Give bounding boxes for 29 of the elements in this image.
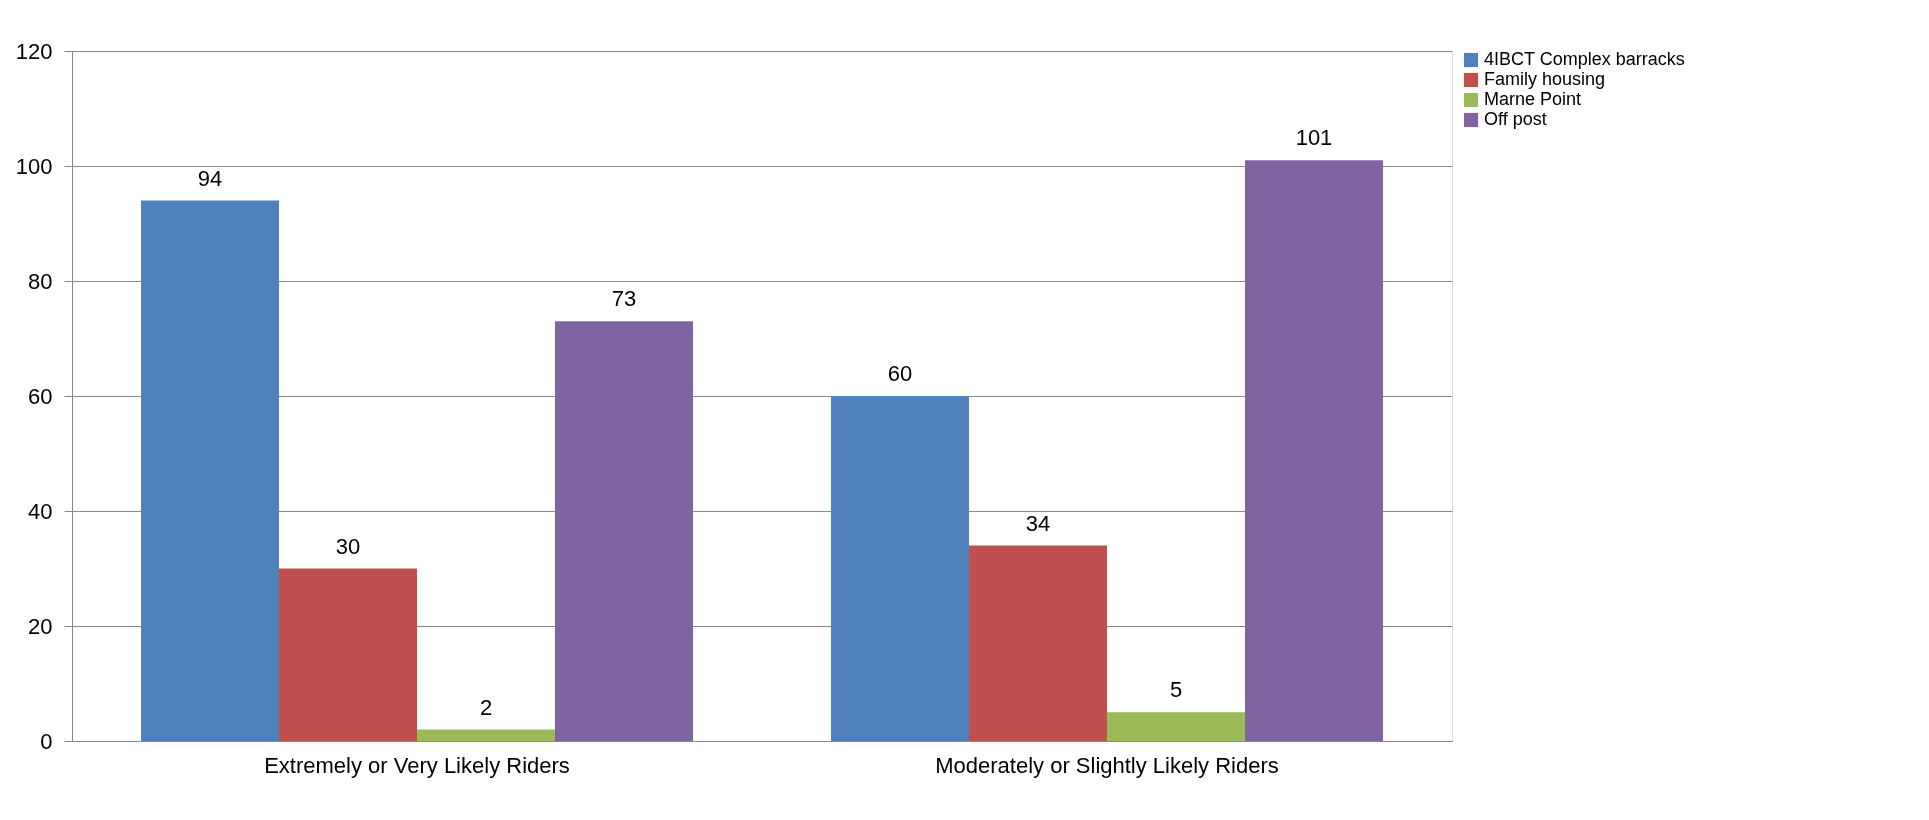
data-label: 60 <box>887 361 913 386</box>
bar <box>969 545 1107 741</box>
data-label: 5 <box>1169 677 1183 703</box>
data-label: 101 <box>1295 125 1333 151</box>
bar <box>1245 160 1383 741</box>
bar <box>279 568 417 741</box>
y-tick-label: 80 <box>28 268 53 294</box>
bar <box>417 729 555 741</box>
y-tick-label: 0 <box>40 728 53 754</box>
legend-label: Family housing <box>1484 69 1606 89</box>
y-tick-label: 100 <box>15 153 53 179</box>
data-label: 73 <box>611 286 637 312</box>
data-label: 30 <box>335 533 361 559</box>
data-label: 94 <box>197 165 223 191</box>
bar <box>141 200 279 741</box>
legend-label: 4IBCT Complex barracks <box>1484 49 1685 69</box>
y-tick-label: 120 <box>15 38 53 64</box>
legend-label: Off post <box>1484 109 1547 129</box>
data-label: 2 <box>479 694 493 720</box>
bar <box>555 321 693 741</box>
bar <box>1107 712 1245 741</box>
y-tick-label: 40 <box>28 498 53 524</box>
legend-label: Marne Point <box>1484 89 1582 109</box>
y-tick-label: 20 <box>28 613 53 639</box>
bar <box>831 396 969 741</box>
data-label: 34 <box>1025 510 1051 536</box>
x-tick-label: Extremely or Very Likely Riders <box>264 752 570 778</box>
x-tick-label: Moderately or Slightly Likely Riders <box>935 752 1279 778</box>
y-tick-label: 60 <box>28 383 53 409</box>
